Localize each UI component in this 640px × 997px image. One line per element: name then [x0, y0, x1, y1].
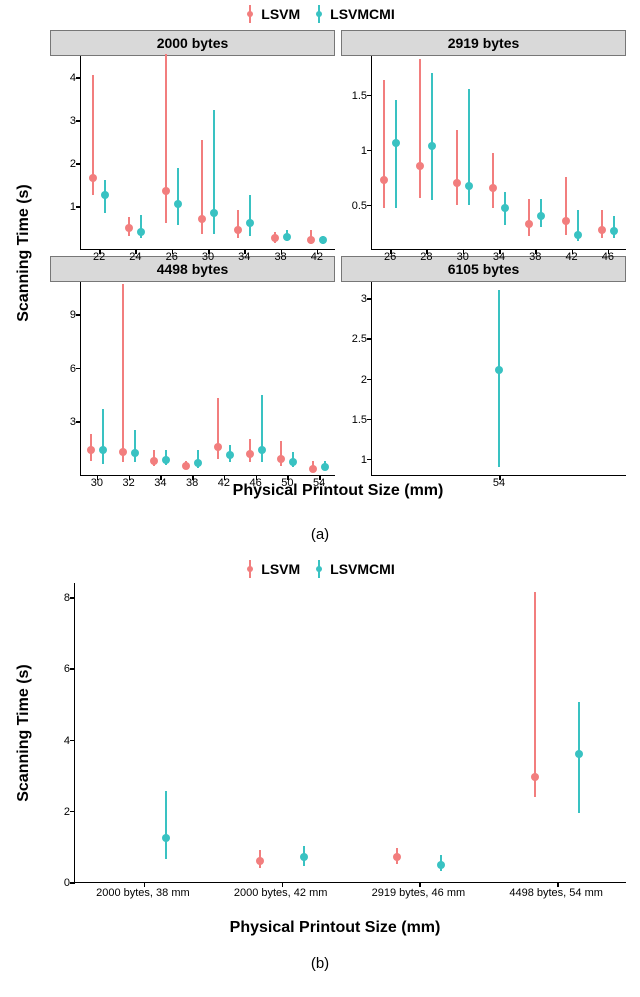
- lsvm-swatch-b: [245, 564, 255, 574]
- plot-bottom: [74, 583, 626, 883]
- facet-2000: 2000 bytes 1234 22242630343842: [50, 30, 335, 250]
- caption-b: (b): [0, 955, 640, 972]
- legend-item-lsvm: LSVM: [245, 6, 300, 22]
- page: { "colors": { "lsvm": "#f27e7e", "lsvmcm…: [0, 0, 640, 997]
- strip-2000: 2000 bytes: [50, 30, 335, 56]
- plot-2000: 22242630343842: [80, 56, 335, 250]
- legend-item-lsvmcmi-b: LSVMCMI: [314, 561, 395, 577]
- yticks-2919: 0.511.5: [341, 56, 371, 250]
- yticks-bottom: 02468: [44, 583, 74, 883]
- plot-6105: 54: [371, 282, 626, 476]
- plot-2919: 26283034384246: [371, 56, 626, 250]
- yticks-2000: 1234: [50, 56, 80, 250]
- facet-grid: Scanning Time (s) 2000 bytes 1234 222426…: [0, 22, 640, 512]
- y-axis-label: Scanning Time (s): [4, 30, 44, 476]
- facet-2919: 2919 bytes 0.511.5 26283034384246: [341, 30, 626, 250]
- yticks-4498: 369: [50, 282, 80, 476]
- y-axis-label-text: Scanning Time (s): [15, 184, 33, 322]
- xticks-bottom: 2000 bytes, 38 mm2000 bytes, 42 mm2919 b…: [44, 883, 626, 919]
- x-axis-label-bottom: Physical Printout Size (mm): [44, 919, 626, 941]
- lsvm-swatch: [245, 9, 255, 19]
- y-axis-label-b: Scanning Time (s): [4, 583, 44, 883]
- legend-top: LSVM LSVMCMI: [0, 0, 640, 22]
- legend-label-lsvmcmi-b: LSVMCMI: [330, 561, 395, 577]
- legend-item-lsvm-b: LSVM: [245, 561, 300, 577]
- legend-label-lsvm-b: LSVM: [261, 561, 300, 577]
- bottom-chart: Scanning Time (s) 02468 2000 bytes, 38 m…: [0, 577, 640, 941]
- legend-item-lsvmcmi: LSVMCMI: [314, 6, 395, 22]
- plot-4498: 3032343842465054: [80, 282, 335, 476]
- strip-2919: 2919 bytes: [341, 30, 626, 56]
- facet-4498: 4498 bytes 369 3032343842465054: [50, 256, 335, 476]
- lsvmcmi-swatch-b: [314, 564, 324, 574]
- legend-label-lsvm: LSVM: [261, 6, 300, 22]
- legend-bottom: LSVM LSVMCMI: [0, 561, 640, 577]
- facet-6105: 6105 bytes 11.522.53 54: [341, 256, 626, 476]
- lsvmcmi-swatch: [314, 9, 324, 19]
- caption-a: (a): [0, 526, 640, 543]
- legend-label-lsvmcmi: LSVMCMI: [330, 6, 395, 22]
- x-axis-label-bottom-text: Physical Printout Size (mm): [230, 919, 441, 936]
- y-axis-label-b-text: Scanning Time (s): [15, 664, 33, 802]
- xticks-4498: 3032343842465054: [81, 477, 335, 493]
